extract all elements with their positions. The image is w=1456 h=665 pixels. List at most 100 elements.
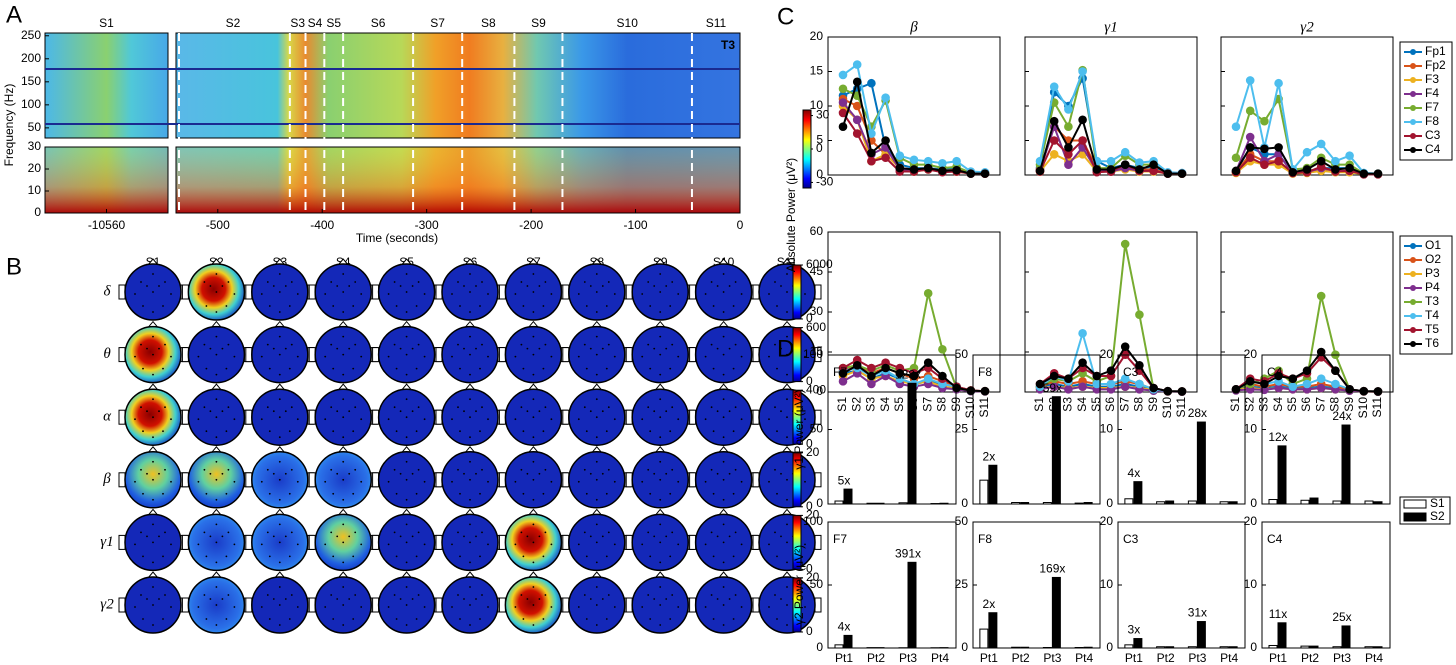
electrode: [451, 480, 453, 483]
ear: [308, 347, 316, 363]
electrode: [146, 285, 148, 287]
electrode: [469, 561, 471, 564]
y-tick-label: 15: [810, 64, 824, 78]
electrode: [140, 594, 142, 596]
ear: [498, 347, 506, 363]
legend-label: F3: [1425, 72, 1439, 86]
data-point: [1092, 165, 1102, 174]
electrode: [209, 347, 212, 350]
x-tick-label: Pt1: [1125, 651, 1143, 665]
panel-title: F7: [833, 365, 847, 379]
panel-label: B: [6, 253, 22, 280]
colorbar: [792, 577, 802, 633]
electrode: [722, 311, 725, 313]
electrode: [665, 535, 668, 538]
electrode: [780, 598, 782, 600]
electrode: [233, 543, 236, 546]
x-tick-label: S6: [1299, 397, 1313, 412]
electrode: [278, 498, 281, 501]
electrode: [653, 285, 656, 287]
y-tick-label: 0: [1106, 640, 1113, 654]
electrode: [290, 468, 293, 471]
legend-marker: [1410, 341, 1416, 347]
electrode: [659, 624, 662, 626]
electrode: [542, 430, 545, 433]
electrode: [542, 367, 545, 370]
legend-marker: [1410, 91, 1416, 97]
electrode: [405, 561, 408, 564]
electrode: [387, 480, 390, 483]
ratio-annotation: 12x: [1268, 430, 1287, 444]
electrode: [677, 293, 680, 295]
data-point: [1274, 78, 1283, 88]
topomap: [562, 508, 632, 572]
y-axis-label: Absolute Power (μV²): [784, 158, 798, 272]
data-point: [1260, 116, 1269, 126]
bar: [1219, 646, 1229, 649]
ear: [245, 347, 253, 363]
electrode: [417, 343, 420, 346]
electrode: [722, 353, 725, 356]
electrode: [417, 531, 420, 534]
electrode: [704, 293, 707, 295]
electrode: [348, 535, 351, 538]
electrode: [162, 618, 164, 620]
electrode: [768, 418, 770, 421]
electrode: [532, 460, 535, 463]
electrode: [162, 555, 164, 558]
electrode: [134, 355, 136, 358]
bar: [1042, 502, 1052, 505]
data-point: [1260, 144, 1269, 154]
electrode: [786, 523, 788, 526]
electrode: [399, 410, 402, 413]
electrode: [577, 480, 580, 483]
legend-box: [1399, 235, 1453, 355]
electrode: [266, 343, 269, 346]
electrode: [704, 418, 707, 421]
bar: [1187, 646, 1197, 649]
electrode: [146, 410, 148, 413]
electrode: [342, 523, 345, 526]
panel-title: C4: [1267, 532, 1283, 546]
y-tick-label: 200: [21, 51, 41, 65]
electrode: [469, 373, 471, 376]
electrode: [595, 523, 598, 526]
x-tick-label: Pt1: [1269, 651, 1287, 665]
electrode: [786, 604, 788, 606]
band-label: δ: [104, 283, 112, 299]
electrode: [520, 594, 523, 596]
electrode: [722, 523, 725, 526]
electrode: [278, 311, 281, 313]
ear: [118, 284, 126, 300]
electrode: [595, 460, 598, 463]
electrode: [613, 543, 616, 546]
electrode: [647, 343, 650, 346]
colorbar-tick-label: 0: [806, 436, 813, 450]
bar: [843, 488, 853, 505]
electrode: [284, 410, 287, 413]
stage-label: S1: [99, 16, 114, 30]
ratio-annotation: 28x: [1188, 406, 1207, 420]
electrode: [324, 480, 327, 483]
electrode: [550, 293, 553, 295]
electrode: [215, 586, 218, 588]
electrode: [342, 604, 345, 606]
electrode: [469, 604, 471, 606]
electrode: [290, 594, 293, 596]
y-tick-label: 0: [816, 167, 823, 181]
ear: [118, 347, 126, 363]
data-point: [1345, 385, 1354, 394]
colorbar-tick-label: 0: [806, 624, 813, 638]
y-tick-label: 250: [21, 28, 41, 42]
electrode: [677, 355, 680, 358]
electrode: [526, 598, 529, 600]
electrode: [481, 594, 483, 596]
electrode: [514, 293, 517, 295]
electrode: [712, 367, 715, 370]
colorbar-tick-label: 600: [806, 320, 826, 334]
y-tick-label: 10: [1244, 422, 1258, 436]
stage-label: S3: [290, 16, 305, 30]
electrode: [352, 367, 355, 370]
data-point: [1302, 147, 1312, 157]
electrode: [158, 535, 160, 538]
